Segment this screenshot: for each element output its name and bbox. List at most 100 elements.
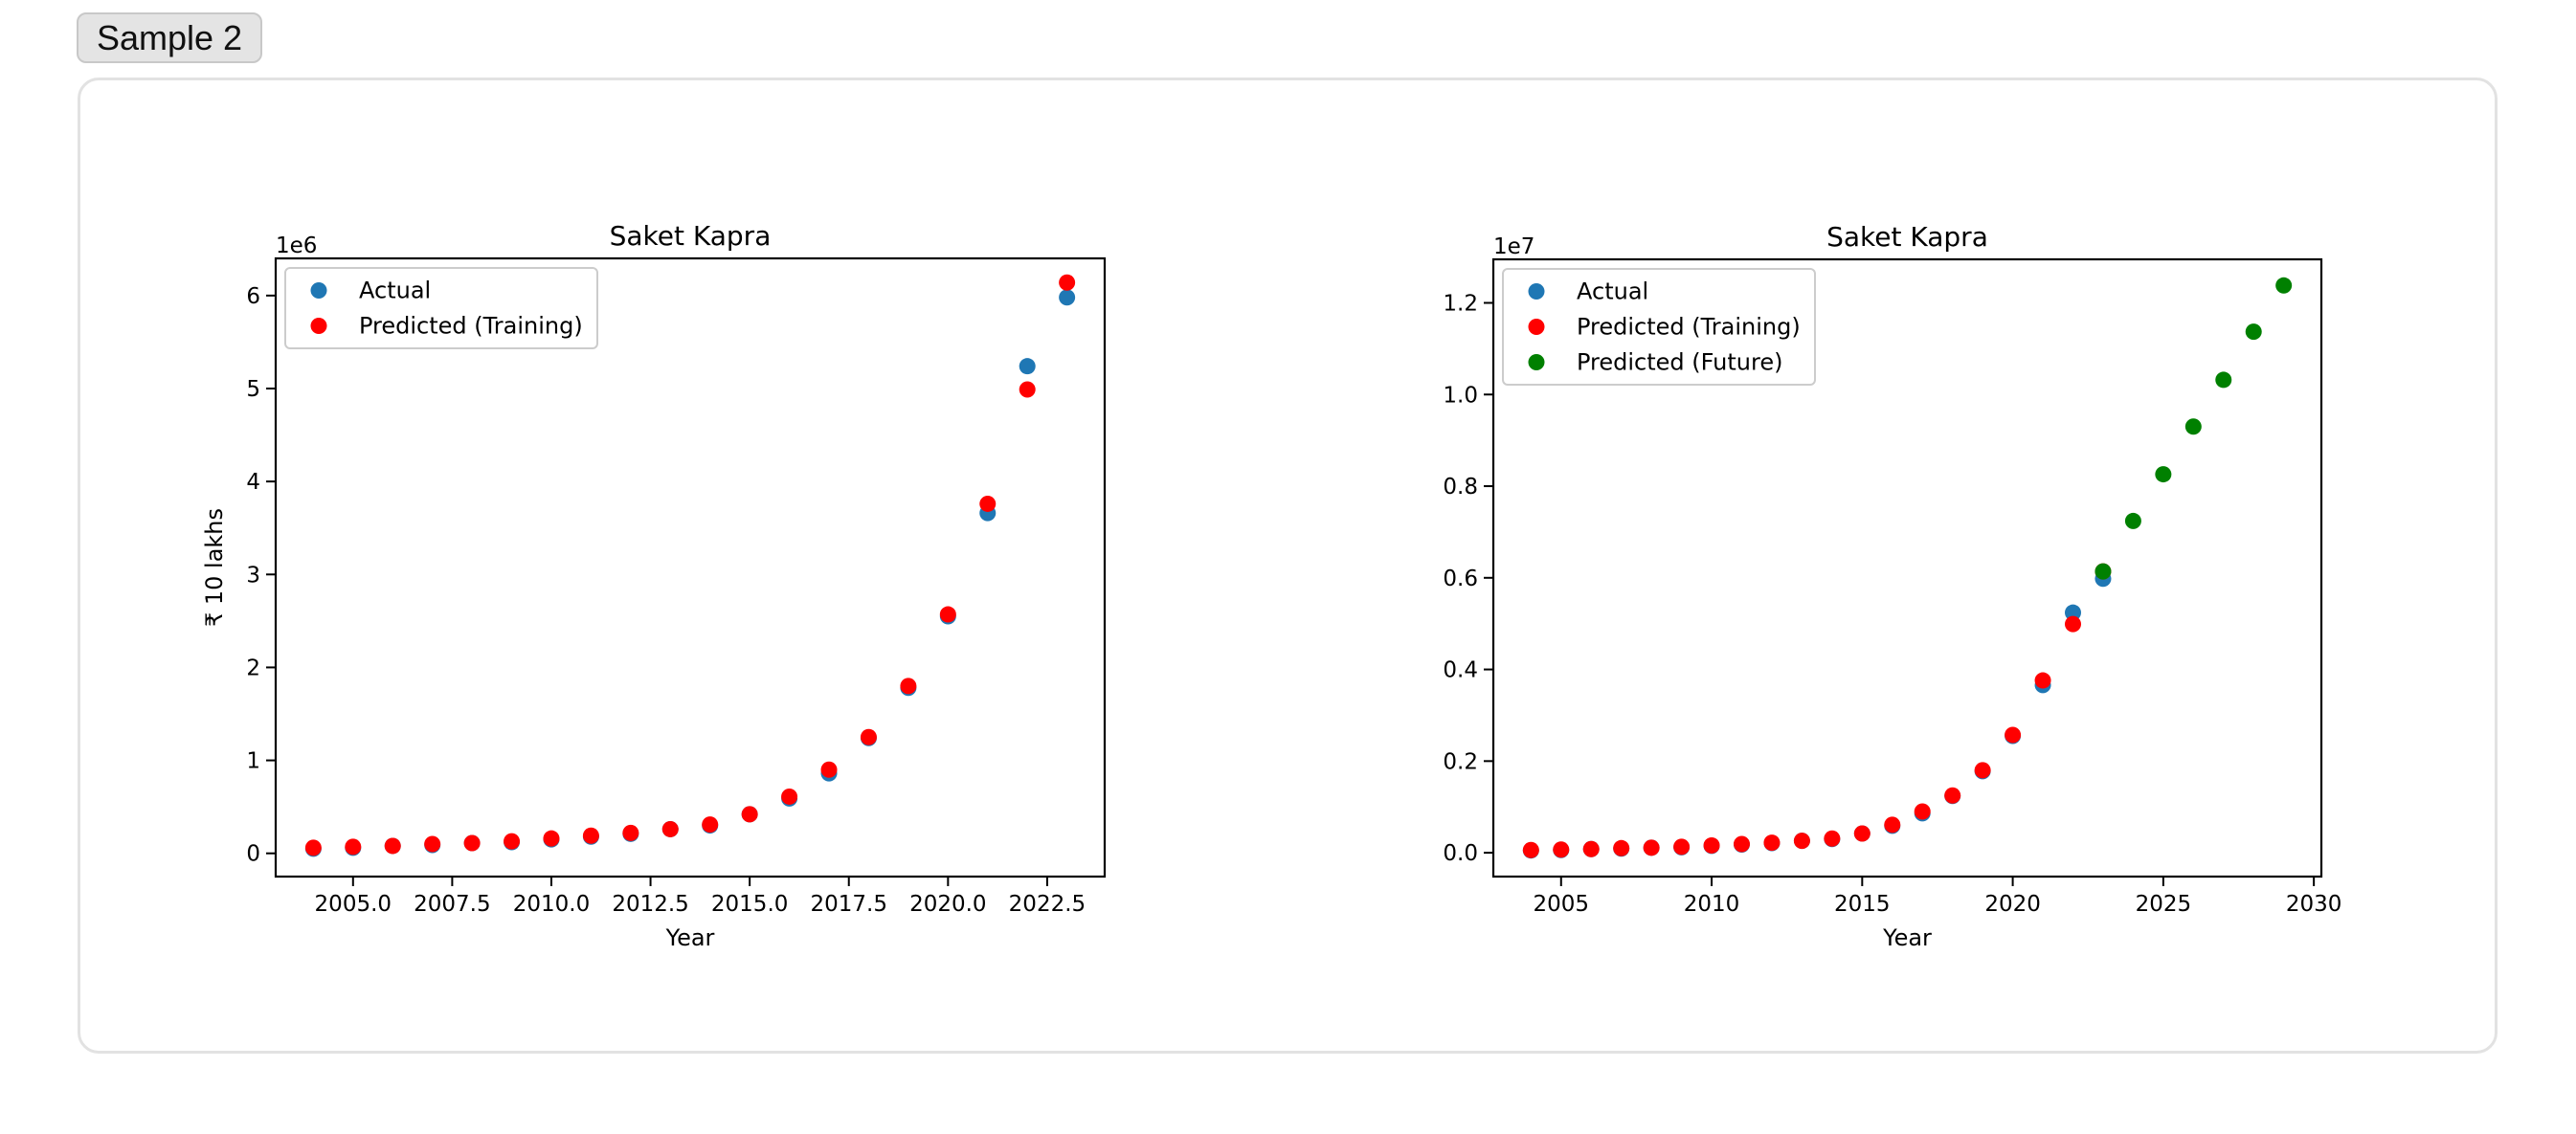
- legend-marker: [1528, 354, 1545, 370]
- data-point-predicted-training: [1582, 840, 1600, 857]
- data-point-predicted-training: [1643, 839, 1660, 856]
- data-point-predicted-training: [939, 606, 956, 623]
- x-tick-label: 2007.5: [414, 892, 490, 917]
- x-tick-label: 2020.0: [909, 892, 986, 917]
- legend-marker: [310, 282, 327, 299]
- data-point-predicted-future: [2155, 466, 2172, 483]
- y-tick-label: 2: [246, 656, 260, 680]
- data-point-predicted-future: [2275, 277, 2293, 294]
- data-point-actual: [1059, 289, 1076, 306]
- y-offset-label: 1e6: [276, 233, 317, 258]
- y-tick-label: 0.0: [1443, 841, 1478, 866]
- data-point-predicted-training: [2034, 672, 2051, 689]
- x-tick-label: 2015: [1834, 892, 1891, 917]
- y-tick-label: 0: [246, 842, 260, 867]
- data-point-actual: [2065, 604, 2081, 621]
- x-tick-label: 2010.0: [513, 892, 590, 917]
- y-tick-label: 1: [246, 749, 260, 774]
- y-tick-label: 0.4: [1443, 658, 1478, 683]
- data-point-predicted-training: [1824, 830, 1841, 847]
- x-tick-label: 2012.5: [612, 892, 688, 917]
- data-point-predicted-future: [2215, 371, 2232, 389]
- data-point-predicted-training: [1853, 825, 1870, 842]
- legend-label: Predicted (Training): [359, 313, 583, 340]
- data-point-predicted-training: [1553, 841, 1570, 858]
- data-point-predicted-training: [900, 678, 917, 695]
- y-tick-label: 4: [246, 470, 260, 495]
- x-tick-label: 2005.0: [315, 892, 392, 917]
- data-point-predicted-training: [702, 816, 719, 834]
- legend-box: [284, 267, 598, 349]
- x-tick-label: 2020: [1984, 892, 2041, 917]
- sample-tab-label: Sample 2: [96, 17, 243, 57]
- legend-box: [1502, 268, 1816, 386]
- legend-marker: [1528, 283, 1545, 300]
- chart-title: Saket Kapra: [1826, 221, 1988, 253]
- data-point-predicted-training: [1019, 381, 1036, 398]
- chart-title: Saket Kapra: [610, 220, 772, 252]
- y-tick-label: 1.2: [1443, 291, 1478, 316]
- data-point-predicted-training: [781, 788, 798, 805]
- data-point-predicted-training: [661, 820, 679, 837]
- x-tick-label: 2015.0: [711, 892, 788, 917]
- y-tick-label: 0.2: [1443, 749, 1478, 774]
- y-tick-label: 0.6: [1443, 567, 1478, 591]
- data-point-predicted-training: [979, 495, 997, 512]
- x-tick-label: 2030: [2286, 892, 2342, 917]
- legend-label: Predicted (Future): [1577, 349, 1782, 376]
- legend-marker: [1528, 319, 1545, 335]
- y-tick-label: 3: [246, 563, 260, 588]
- data-point-predicted-training: [1613, 839, 1630, 856]
- legend-label: Predicted (Training): [1577, 314, 1801, 341]
- data-point-predicted-training: [463, 834, 481, 852]
- legend-marker: [310, 318, 327, 334]
- data-point-predicted-future: [2094, 563, 2112, 580]
- x-tick-label: 2022.5: [1009, 892, 1086, 917]
- legend-label: Actual: [1577, 278, 1648, 305]
- axes-frame: [1491, 257, 2323, 878]
- data-point-predicted-training: [424, 835, 441, 853]
- data-point-predicted-future: [2124, 512, 2141, 529]
- chart-card: [78, 78, 2498, 1054]
- legend-label: Actual: [359, 278, 431, 304]
- sample-tab[interactable]: Sample 2: [77, 12, 262, 63]
- data-point-predicted-training: [345, 838, 362, 856]
- y-axis-label: ₹ 10 lakhs: [201, 508, 228, 627]
- x-tick-label: 2010: [1684, 892, 1740, 917]
- data-point-predicted-training: [741, 806, 758, 823]
- data-point-predicted-training: [622, 824, 639, 841]
- data-point-predicted-training: [1914, 803, 1931, 820]
- x-axis-label: Year: [665, 924, 715, 951]
- x-tick-label: 2025: [2136, 892, 2192, 917]
- x-tick-label: 2005: [1533, 892, 1589, 917]
- data-point-predicted-training: [384, 837, 401, 855]
- data-point-predicted-training: [304, 839, 322, 856]
- y-tick-label: 6: [246, 284, 260, 309]
- data-point-predicted-training: [1793, 833, 1810, 850]
- data-point-predicted-training: [1059, 274, 1076, 291]
- axes-frame: [274, 256, 1107, 878]
- data-point-predicted-training: [1944, 787, 1961, 804]
- data-point-predicted-training: [820, 761, 838, 778]
- data-point-predicted-future: [2245, 323, 2262, 341]
- y-tick-label: 0.8: [1443, 475, 1478, 500]
- data-point-predicted-training: [1522, 841, 1539, 858]
- data-point-predicted-training: [2065, 615, 2081, 633]
- data-point-predicted-training: [1974, 762, 1991, 779]
- data-point-predicted-training: [543, 830, 560, 847]
- y-offset-label: 1e7: [1493, 234, 1534, 259]
- data-point-actual: [1019, 358, 1036, 375]
- x-axis-label: Year: [1882, 924, 1932, 951]
- data-point-predicted-training: [2005, 726, 2022, 744]
- data-point-predicted-training: [1673, 838, 1691, 856]
- data-point-predicted-training: [504, 833, 521, 850]
- data-point-predicted-training: [1884, 816, 1901, 834]
- data-point-predicted-training: [582, 827, 599, 844]
- y-tick-label: 1.0: [1443, 383, 1478, 408]
- data-point-predicted-training: [1734, 835, 1750, 853]
- data-point-predicted-future: [2184, 418, 2202, 435]
- x-tick-label: 2017.5: [810, 892, 886, 917]
- data-point-predicted-training: [1763, 834, 1781, 852]
